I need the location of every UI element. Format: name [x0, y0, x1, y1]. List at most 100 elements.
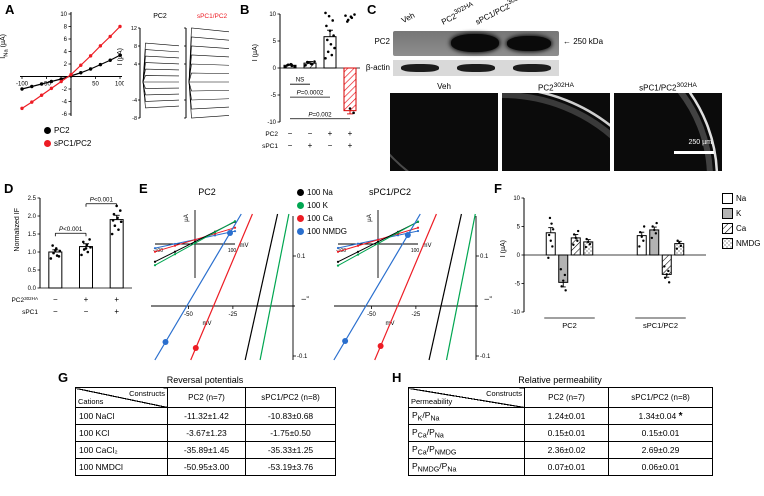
scatter-dot	[328, 29, 332, 33]
mini-data-point	[233, 230, 237, 233]
size-marker: ← 250 kDa	[563, 37, 604, 46]
chart-text: 10	[269, 12, 276, 18]
panel-f-ylabel: I (µA)	[500, 240, 507, 258]
table-cell: -1.75±0.50	[245, 424, 336, 442]
pc2-band	[451, 34, 499, 52]
data-point	[108, 58, 112, 62]
scatter-dot	[572, 243, 575, 246]
data-point	[108, 34, 112, 39]
chart-text: −	[288, 141, 293, 150]
scatter-dot	[52, 251, 55, 255]
chart-text: +	[114, 307, 119, 316]
table-cell: -35.33±1.25	[245, 441, 336, 459]
zoom-iv-line	[154, 213, 242, 361]
legend-item: Na	[722, 193, 760, 204]
mini-data-point	[213, 231, 217, 234]
scatter-dot	[663, 276, 667, 279]
data-point	[98, 62, 103, 67]
chart-text: −	[53, 295, 58, 304]
panel-a-iv-chart: -100 -50 50 100 -6 -4 -2 2 4 6 8 10	[16, 12, 124, 118]
chart-text: -5	[271, 93, 277, 99]
oocyte-rim-glow	[502, 93, 610, 139]
chart-text: +	[348, 141, 353, 150]
chart-text: 50	[92, 82, 99, 88]
scatter-dot	[547, 233, 551, 237]
scatter-dot	[284, 65, 287, 69]
legend-item: 100 K	[297, 201, 347, 210]
blot-lane-label-veh: Veh	[399, 10, 417, 25]
table-row: PNMDG/PNa 0.07±0.01 0.06±0.01	[408, 458, 713, 476]
chart-text: +	[308, 141, 313, 150]
data-point	[88, 67, 93, 71]
panel-a-traces: PC2 sPC1/PC2 12 8 4 -4 -8	[131, 13, 230, 122]
table-cell: -50.95±3.00	[167, 458, 246, 476]
table-cell: 0.06±0.01	[608, 458, 713, 476]
legend-label: 100 K	[307, 201, 328, 210]
data-point	[30, 100, 34, 104]
zoom-iv-line	[333, 213, 421, 361]
legend-label: 100 NMDG	[307, 227, 348, 236]
panel-a-legend: PC2 sPC1/PC2	[44, 126, 91, 152]
scatter-dot	[653, 228, 656, 232]
scatter-dot	[116, 216, 119, 220]
mini-data-point	[153, 250, 157, 253]
chart-text: +	[84, 295, 89, 304]
scatter-dot	[584, 245, 588, 249]
table-row: PK/PNa 1.24±0.01 1.34±0.04 *	[408, 407, 713, 425]
scatter-dot	[551, 245, 554, 248]
panel-b-ylabel: I (µA)	[252, 44, 259, 62]
chart-text: -0.1	[297, 354, 308, 360]
scatter-dot	[588, 242, 592, 246]
mini-ylabel: µA	[184, 214, 190, 221]
panel-a-traces-ylabel: I (µA)	[117, 48, 124, 66]
table-cell: -53.19±3.76	[245, 458, 336, 476]
mini-data-point	[336, 264, 340, 267]
scatter-dot	[548, 216, 552, 220]
chart-text: -4	[62, 100, 68, 106]
mini-data-point	[336, 260, 340, 263]
legend-dot	[297, 228, 304, 235]
chart-text: 0	[517, 253, 521, 259]
chart-text: mV	[423, 243, 432, 249]
mini-ylabel: µA	[367, 214, 373, 221]
panel-label-a: A	[5, 2, 15, 17]
panel-f-bar-chart: -10 -5 0 5 10 PC2 sPC1/PC2	[511, 196, 706, 330]
blot-lane-label-pc2: PC2302HA	[439, 0, 475, 27]
western-blot-actin	[393, 60, 559, 76]
zoom-iv-line	[445, 213, 476, 361]
mini-data-point	[356, 242, 360, 245]
legend-swatch	[722, 223, 733, 234]
mini-data-point	[336, 246, 340, 250]
scatter-dot	[326, 50, 330, 54]
row-label: 100 CaCl₂	[75, 441, 168, 459]
chart-text: -0.1	[480, 354, 491, 360]
if-image-veh	[390, 93, 498, 171]
mini-data-point	[416, 226, 420, 229]
if-image-pc2	[502, 93, 610, 171]
table-row: PCa/PNMDG 2.36±0.02 2.69±0.29	[408, 441, 713, 459]
chart-text: 2	[64, 62, 68, 68]
if-label-pc2: PC2302HA	[538, 82, 574, 93]
panel-d-ylabel: Normalized IF	[14, 208, 21, 252]
scatter-dot	[654, 232, 658, 235]
chart-text: 5	[273, 39, 277, 45]
scatter-dot	[51, 244, 54, 247]
table-h-container: Constructs Permeability PC2 (n=7) sPC1/PC2 …	[408, 387, 713, 476]
legend-dot	[297, 215, 304, 222]
scatter-dot	[550, 222, 553, 225]
relative-permeability-table: Constructs Permeability PC2 (n=7) sPC1/PC2 …	[408, 387, 713, 476]
legend-swatch	[722, 238, 733, 249]
bar	[636, 235, 647, 256]
actin-label: β-actin	[365, 63, 390, 72]
scatter-dot	[88, 238, 91, 241]
p-value-text: P<0.001	[59, 226, 83, 233]
scatter-dot	[576, 229, 580, 233]
y2-label: Ix	[301, 295, 311, 300]
scatter-dot	[585, 237, 588, 241]
scatter-dot	[679, 244, 683, 248]
chart-text: PC2	[265, 131, 278, 138]
p-value-text: NS	[296, 77, 305, 84]
scatter-dot	[80, 253, 83, 257]
chart-text: 8	[134, 44, 137, 50]
scatter-dot	[667, 281, 671, 284]
